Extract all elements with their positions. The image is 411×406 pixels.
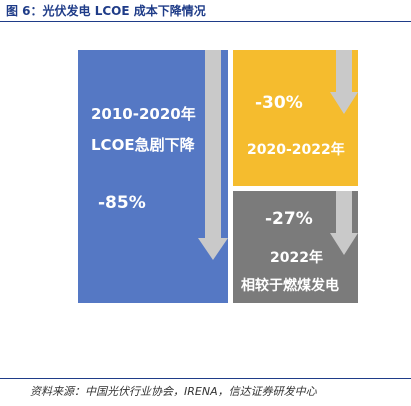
panel-period-label: 2010-2020年 <box>91 105 196 123</box>
down-arrow-icon <box>330 191 358 255</box>
figure-title: 图 6：光伏发电 LCOE 成本下降情况 <box>6 4 206 18</box>
panel-2020-2022: -30% 2020-2022年 <box>233 50 358 186</box>
panel-2022-vs-coal: -27% 2022年 相较于燃煤发电 <box>233 191 358 303</box>
panel-period-caption: LCOE急剧下降 <box>91 136 195 154</box>
panel-recent-value: -30% <box>255 93 303 113</box>
panel-fossil-caption: 相较于燃煤发电 <box>241 278 339 294</box>
panel-period-value: -85% <box>98 193 146 213</box>
title-divider <box>0 21 411 22</box>
panel-2010-2020: 2010-2020年 LCOE急剧下降 -85% <box>78 50 228 303</box>
panel-fossil-value: -27% <box>265 209 313 229</box>
panel-recent-label: 2020-2022年 <box>247 142 345 158</box>
down-arrow-icon <box>330 50 358 114</box>
down-arrow-icon <box>198 50 228 260</box>
panel-fossil-label: 2022年 <box>270 250 323 266</box>
source-note: 资料来源：中国光伏行业协会，IRENA，信达证券研发中心 <box>30 385 317 398</box>
source-divider <box>0 378 411 379</box>
